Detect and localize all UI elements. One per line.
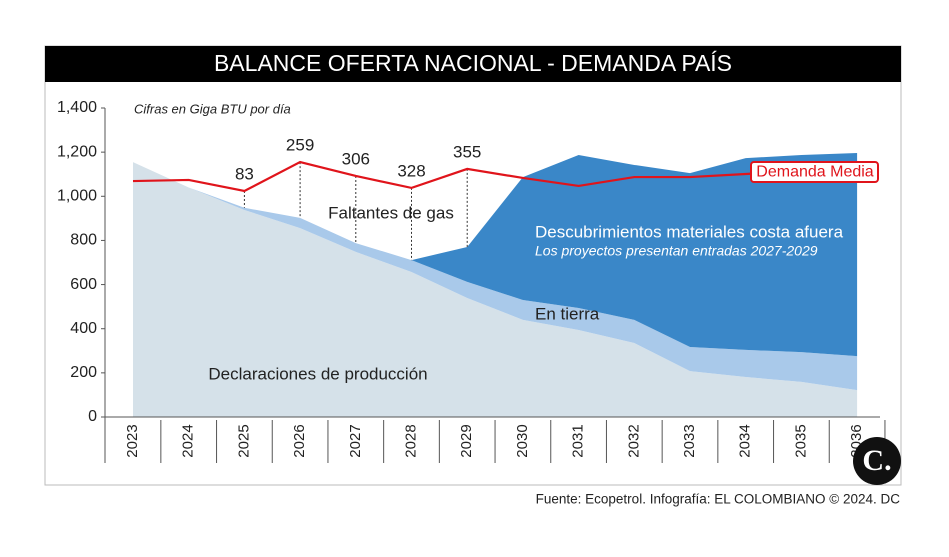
gap-label: 355	[453, 142, 481, 161]
series-label: Descubrimientos materiales costa afuera	[535, 222, 844, 241]
area	[133, 153, 858, 357]
gap-label: 259	[286, 136, 314, 155]
series-label: En tierra	[535, 304, 600, 323]
x-tick-label: 2023	[124, 424, 141, 457]
demand-line	[132, 160, 858, 193]
x-tick-label: 2026	[291, 424, 308, 457]
x-tick-label: 2027	[347, 424, 364, 457]
legend-label: Demanda Media	[756, 164, 874, 181]
series-label: Declaraciones de producción	[208, 364, 427, 383]
plot: 0 200 400 600 800 1,000 1,200 1,400 2023 2024 2025…	[57, 99, 886, 463]
gap-label: 306	[342, 149, 370, 168]
x-tick-label: 2030	[514, 424, 531, 457]
x-tick-label: 2034	[737, 424, 754, 457]
y-tick-label: 200	[70, 364, 97, 381]
x-tick-label: 2032	[625, 424, 642, 457]
gap-title: Faltantes de gas	[328, 203, 454, 222]
subtitle: Cifras en Giga BTU por día	[134, 101, 291, 116]
title-bar	[45, 46, 901, 82]
source: Fuente: Ecopetrol. Infografía: EL COLOMB…	[536, 492, 901, 507]
gap-label: 83	[235, 164, 254, 183]
area	[133, 162, 858, 391]
area	[133, 162, 858, 417]
y-tick-label: 1,200	[57, 143, 97, 160]
y-tick-label: 600	[70, 276, 97, 293]
x-tick-label: 2033	[681, 424, 698, 457]
y-tick-label: 1,000	[57, 188, 97, 205]
y-tick-label: 800	[70, 232, 97, 249]
x-tick-label: 2035	[792, 424, 809, 457]
x-tick-label: 2031	[570, 424, 587, 457]
y-tick-label: 0	[88, 408, 97, 425]
logo-circle	[853, 437, 901, 485]
chart-title: BALANCE OFERTA NACIONAL - DEMANDA PAÍS	[214, 50, 732, 76]
y-tick-label: 1,400	[57, 99, 97, 116]
legend-box	[750, 161, 879, 183]
logo: C.	[862, 444, 891, 477]
x-tick-label: 2028	[402, 424, 419, 457]
x-tick-label: 2025	[235, 424, 252, 457]
y-tick-label: 400	[70, 320, 97, 337]
gap-label: 328	[397, 161, 425, 180]
x-tick-label: 2024	[180, 424, 197, 457]
x-tick-label: 2029	[458, 424, 475, 457]
annotation: Los proyectos presentan entradas 2027-20…	[535, 243, 818, 259]
